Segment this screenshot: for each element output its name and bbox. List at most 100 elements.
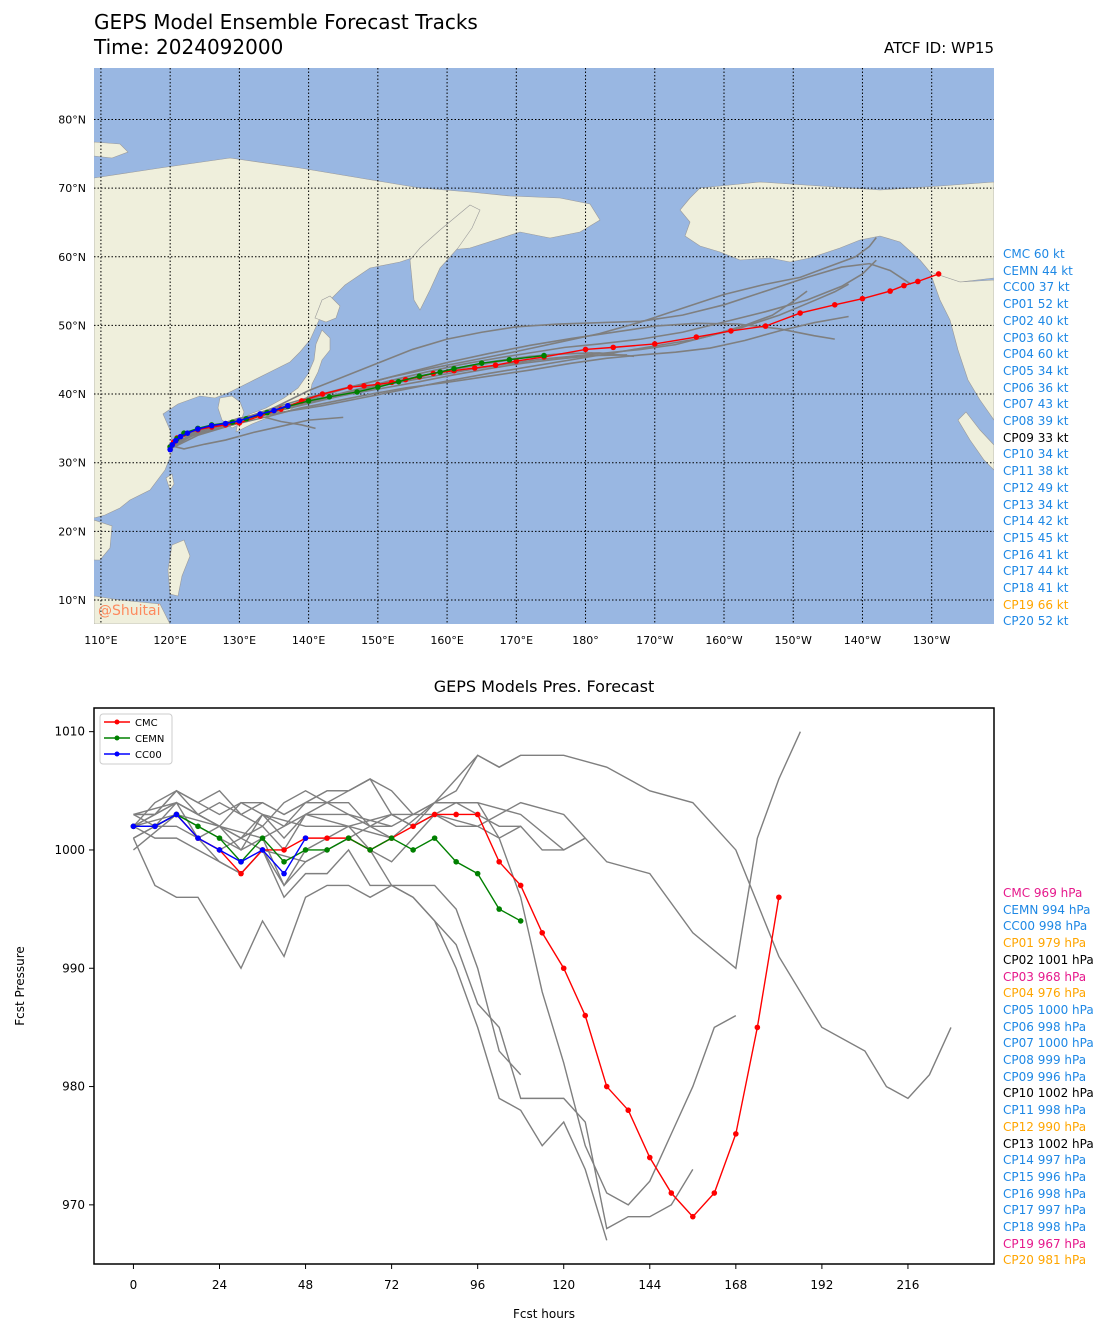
pressure-legend-item: CP10 1002 hPa xyxy=(1003,1086,1094,1101)
track-point-cemn xyxy=(305,398,312,404)
pressure-point-cmc xyxy=(367,847,373,853)
pressure-point-cemn xyxy=(431,835,438,841)
ensemble-pressure-line xyxy=(133,801,392,887)
pressure-point-cemn xyxy=(324,847,330,853)
pressure-legend-item: CP20 981 hPa xyxy=(1003,1253,1087,1268)
ensemble-pressure-line xyxy=(133,801,586,852)
track-point-cmc xyxy=(651,341,658,347)
pressure-point-cmc xyxy=(238,870,244,877)
pressure-legend-item: CP09 996 hPa xyxy=(1003,1069,1087,1084)
track-legend-item: CP15 45 kt xyxy=(1003,530,1069,545)
pressure-legend-item: CP04 976 hPa xyxy=(1003,986,1087,1001)
ensemble-pressure-line xyxy=(133,825,608,1241)
pressure-point-cemn xyxy=(195,823,201,830)
pressure-point-cmc xyxy=(453,811,459,818)
pressure-point-cmc xyxy=(281,847,287,853)
track-point-cemn xyxy=(478,360,485,366)
land-hokkaido xyxy=(314,295,341,323)
pressure-point-cc00 xyxy=(173,811,180,818)
legend-marker-cmc xyxy=(114,719,120,725)
ensemble-track xyxy=(176,315,849,442)
track-point-cemn xyxy=(375,384,381,390)
ensemble-pressure-line xyxy=(133,754,522,840)
legend-marker-cc00 xyxy=(114,751,120,757)
pressure-line-cemn xyxy=(133,813,522,922)
pressure-point-cmc xyxy=(259,847,266,853)
track-legend-item: CMC 60 kt xyxy=(1003,247,1065,261)
pressure-point-cmc xyxy=(496,858,502,865)
lon-tick-label: 170°W xyxy=(636,634,673,647)
pressure-ensemble-lines xyxy=(132,731,952,1241)
ensemble-pressure-line xyxy=(133,731,802,970)
track-legend-item: CP02 40 kt xyxy=(1003,313,1069,328)
legend-label-cc00: CC00 xyxy=(135,750,162,761)
track-legend-item: CP06 36 kt xyxy=(1003,380,1069,395)
track-legend-item: CP12 49 kt xyxy=(1003,480,1069,495)
track-point-cmc xyxy=(887,288,893,294)
pressure-point-cc00 xyxy=(130,823,137,830)
track-point-cc00 xyxy=(172,437,179,444)
pressure-point-cemn xyxy=(517,918,524,924)
land-baja xyxy=(957,411,994,471)
pressure-point-cemn xyxy=(152,823,158,830)
x-tick-label: 0 xyxy=(130,1278,138,1292)
pressure-point-cemn xyxy=(238,858,244,865)
pressure-point-cmc xyxy=(733,1131,739,1137)
pressure-plot-legend: CMC CEMN CC00 xyxy=(99,713,173,765)
pressure-point-cemn xyxy=(281,858,287,865)
track-point-cmc xyxy=(915,278,921,285)
pressure-legend-item: CP05 1000 hPa xyxy=(1003,1002,1094,1017)
pressure-point-cmc xyxy=(410,823,416,830)
track-legend-item: CP09 33 kt xyxy=(1003,430,1069,445)
x-tick-label: 144 xyxy=(638,1278,661,1292)
land-kamchatka xyxy=(409,204,481,311)
x-tick-label: 24 xyxy=(212,1278,227,1292)
pressure-point-cemn xyxy=(259,835,266,841)
lat-tick-label: 80°N xyxy=(58,113,86,126)
pressure-legend-item: CP08 999 hPa xyxy=(1003,1053,1087,1068)
pressure-point-cemn xyxy=(367,847,373,853)
track-legend-item: CP11 38 kt xyxy=(1003,464,1069,479)
pressure-legend-item: CP12 990 hPa xyxy=(1003,1119,1087,1134)
pressure-point-cmc xyxy=(302,835,309,841)
legend-label-cmc: CMC xyxy=(135,718,158,729)
track-point-cmc xyxy=(693,334,700,340)
pressure-legend-item: CMC 969 hPa xyxy=(1003,886,1083,900)
pressure-legend-item: CC00 998 hPa xyxy=(1003,919,1088,934)
x-tick-label: 168 xyxy=(724,1278,747,1292)
track-point-cc00 xyxy=(195,426,201,432)
legend-frame xyxy=(99,713,173,765)
track-legend-item: CEMN 44 kt xyxy=(1003,263,1073,278)
track-point-cc00 xyxy=(184,430,191,436)
pressure-legend-item: CP16 998 hPa xyxy=(1003,1186,1087,1201)
track-point-cemn xyxy=(395,378,402,385)
x-tick-label: 96 xyxy=(470,1278,485,1292)
pressure-point-cc00 xyxy=(152,823,158,830)
lon-tick-label: 130°W xyxy=(913,634,950,647)
pressure-legend-item: CP18 998 hPa xyxy=(1003,1220,1087,1235)
track-point-cmc xyxy=(610,344,617,351)
landmasses xyxy=(94,141,994,624)
pressure-point-cemn xyxy=(388,835,395,841)
lat-tick-label: 10°N xyxy=(58,594,86,607)
pressure-point-cmc xyxy=(560,965,567,972)
track-point-cc00 xyxy=(177,433,184,440)
pressure-point-cmc xyxy=(690,1213,696,1220)
lon-tick-label: 150°E xyxy=(361,634,394,647)
x-tick-label: 48 xyxy=(298,1278,313,1292)
pressure-highlight-lines xyxy=(130,811,782,1220)
pressure-point-cmc xyxy=(754,1024,761,1031)
track-point-cmc xyxy=(582,346,589,353)
land-philippines xyxy=(167,539,191,597)
track-point-cc00 xyxy=(208,422,215,429)
y-tick-label: 990 xyxy=(62,961,85,975)
pressure-legend-item: CP02 1001 hPa xyxy=(1003,952,1094,967)
pressure-point-cmc xyxy=(388,835,395,841)
pressure-legend-item: CP07 1000 hPa xyxy=(1003,1036,1094,1051)
ensemble-pressure-line xyxy=(133,789,737,1206)
track-legend-item: CP13 34 kt xyxy=(1003,497,1069,512)
track-point-cemn xyxy=(451,365,457,372)
pressure-line-cc00 xyxy=(133,813,307,875)
ensemble-track xyxy=(169,416,344,450)
land-indochina xyxy=(94,519,113,561)
